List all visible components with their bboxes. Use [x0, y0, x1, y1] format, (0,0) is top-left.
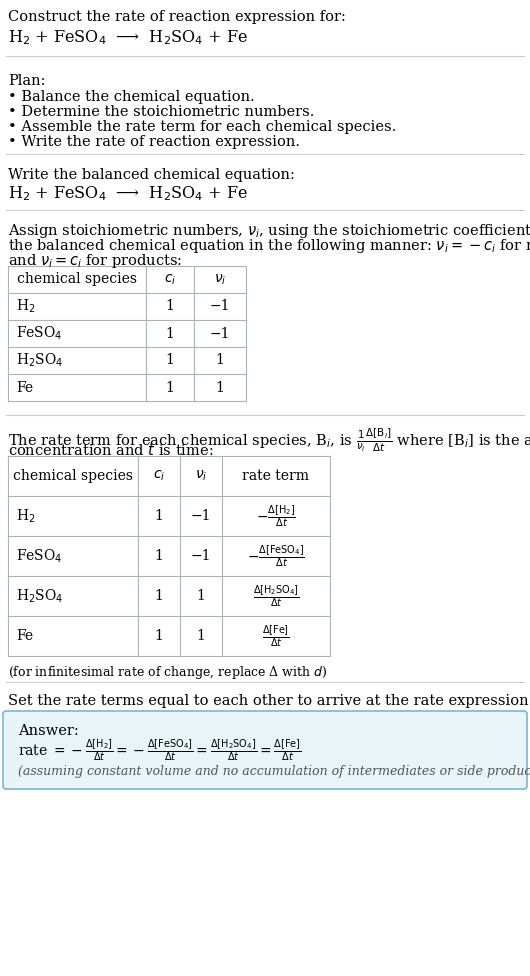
Text: The rate term for each chemical species, B$_i$, is $\frac{1}{\nu_i}\frac{\Delta[: The rate term for each chemical species,…	[8, 427, 530, 455]
Text: −1: −1	[210, 300, 230, 313]
Text: 1: 1	[155, 509, 163, 523]
Text: $-\frac{\Delta[\mathrm{FeSO_4}]}{\Delta t}$: $-\frac{\Delta[\mathrm{FeSO_4}]}{\Delta …	[247, 543, 305, 569]
Text: $-\frac{\Delta[\mathrm{H_2}]}{\Delta t}$: $-\frac{\Delta[\mathrm{H_2}]}{\Delta t}$	[256, 504, 296, 529]
Text: FeSO$_4$: FeSO$_4$	[16, 325, 63, 343]
Text: 1: 1	[165, 327, 174, 341]
Text: FeSO$_4$: FeSO$_4$	[16, 548, 63, 565]
Text: concentration and $t$ is time:: concentration and $t$ is time:	[8, 442, 214, 458]
Text: (for infinitesimal rate of change, replace Δ with $d$): (for infinitesimal rate of change, repla…	[8, 664, 328, 681]
Text: • Balance the chemical equation.: • Balance the chemical equation.	[8, 90, 255, 104]
Text: $\frac{\Delta[\mathrm{Fe}]}{\Delta t}$: $\frac{\Delta[\mathrm{Fe}]}{\Delta t}$	[262, 623, 290, 649]
Text: 1: 1	[165, 353, 174, 368]
Text: rate term: rate term	[243, 469, 310, 483]
Text: $c_i$: $c_i$	[153, 468, 165, 483]
Text: H$_2$SO$_4$: H$_2$SO$_4$	[16, 351, 64, 369]
Text: $\nu_i$: $\nu_i$	[195, 468, 207, 483]
Text: H$_2$: H$_2$	[16, 298, 36, 315]
Text: chemical species: chemical species	[17, 272, 137, 287]
Text: 1: 1	[155, 629, 163, 643]
Text: −1: −1	[191, 509, 211, 523]
Text: $c_i$: $c_i$	[164, 272, 176, 287]
Text: Construct the rate of reaction expression for:: Construct the rate of reaction expressio…	[8, 10, 346, 24]
FancyBboxPatch shape	[3, 711, 527, 789]
Text: the balanced chemical equation in the following manner: $\nu_i = -c_i$ for react: the balanced chemical equation in the fo…	[8, 237, 530, 255]
Text: • Assemble the rate term for each chemical species.: • Assemble the rate term for each chemic…	[8, 120, 396, 134]
Text: 1: 1	[165, 300, 174, 313]
Text: and $\nu_i = c_i$ for products:: and $\nu_i = c_i$ for products:	[8, 252, 182, 270]
Text: H$_2$: H$_2$	[16, 508, 36, 525]
Text: $\frac{\Delta[\mathrm{H_2SO_4}]}{\Delta t}$: $\frac{\Delta[\mathrm{H_2SO_4}]}{\Delta …	[253, 583, 299, 609]
Text: Fe: Fe	[16, 629, 33, 643]
Text: Fe: Fe	[16, 381, 33, 394]
Text: Set the rate terms equal to each other to arrive at the rate expression:: Set the rate terms equal to each other t…	[8, 694, 530, 708]
Text: Write the balanced chemical equation:: Write the balanced chemical equation:	[8, 168, 295, 182]
Text: 1: 1	[216, 381, 224, 394]
Text: −1: −1	[210, 327, 230, 341]
Text: −1: −1	[191, 549, 211, 563]
Text: • Determine the stoichiometric numbers.: • Determine the stoichiometric numbers.	[8, 105, 314, 119]
Text: 1: 1	[155, 549, 163, 563]
Text: H$_2$SO$_4$: H$_2$SO$_4$	[16, 588, 64, 605]
Text: • Write the rate of reaction expression.: • Write the rate of reaction expression.	[8, 135, 300, 149]
Text: 1: 1	[197, 629, 206, 643]
Text: 1: 1	[216, 353, 224, 368]
Text: chemical species: chemical species	[13, 469, 133, 483]
Text: H$_2$ + FeSO$_4$  ⟶  H$_2$SO$_4$ + Fe: H$_2$ + FeSO$_4$ ⟶ H$_2$SO$_4$ + Fe	[8, 28, 248, 47]
Text: 1: 1	[155, 589, 163, 603]
Text: (assuming constant volume and no accumulation of intermediates or side products): (assuming constant volume and no accumul…	[18, 765, 530, 779]
Text: $\nu_i$: $\nu_i$	[214, 272, 226, 287]
Text: Answer:: Answer:	[18, 724, 79, 738]
Text: Plan:: Plan:	[8, 74, 46, 88]
Text: H$_2$ + FeSO$_4$  ⟶  H$_2$SO$_4$ + Fe: H$_2$ + FeSO$_4$ ⟶ H$_2$SO$_4$ + Fe	[8, 184, 248, 203]
Text: rate $= -\frac{\Delta[\mathrm{H_2}]}{\Delta t} = -\frac{\Delta[\mathrm{FeSO_4}]}: rate $= -\frac{\Delta[\mathrm{H_2}]}{\De…	[18, 737, 302, 763]
Text: Assign stoichiometric numbers, $\nu_i$, using the stoichiometric coefficients, $: Assign stoichiometric numbers, $\nu_i$, …	[8, 222, 530, 240]
Text: 1: 1	[197, 589, 206, 603]
Text: 1: 1	[165, 381, 174, 394]
